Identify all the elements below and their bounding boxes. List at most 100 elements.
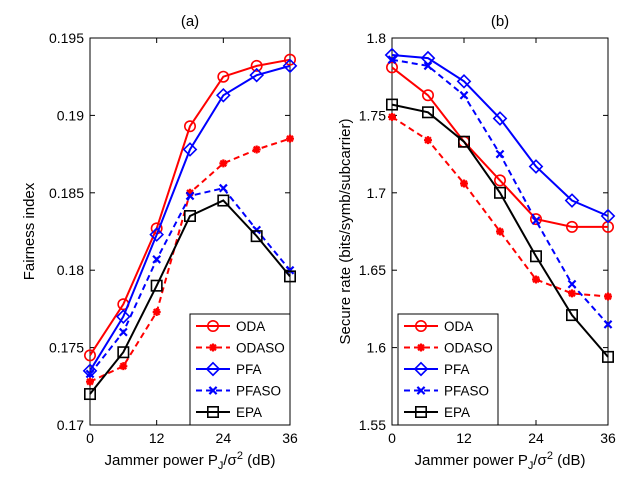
series-epa: [385, 98, 614, 363]
data-point-odaso: [424, 136, 432, 145]
x-tick-label: 24: [216, 430, 232, 446]
x-tick-label: 36: [282, 430, 298, 446]
legend-marker-epa: [414, 405, 427, 418]
series-line-epa: [391, 103, 609, 358]
data-point-oda: [84, 349, 97, 362]
legend-marker-oda: [414, 319, 427, 332]
legend-marker-pfa: [205, 361, 221, 377]
data-point-pfaso: [218, 183, 228, 193]
legend-marker-pfaso: [208, 386, 218, 395]
series-line-pfa: [89, 64, 291, 372]
data-point-oda: [217, 70, 230, 83]
data-point-epa: [84, 388, 97, 401]
chart-panel-b: 0 12 24 36 1.55 1.6 1.65 1.7 1.75 1.8 (b) Jammer po…: [337, 13, 616, 472]
data-point-odaso: [388, 112, 396, 121]
data-point-pfaso: [152, 254, 162, 264]
data-point-odaso: [186, 188, 194, 197]
x-tick-label: 36: [600, 430, 616, 446]
data-point-oda: [565, 220, 578, 233]
data-point-odaso: [152, 307, 161, 316]
data-point-pfa: [282, 58, 298, 74]
y-tick-label: 1.65: [359, 262, 386, 278]
data-point-epa: [250, 230, 263, 243]
series-line-oda: [89, 58, 291, 356]
y-axis-label: Secure rate (bits/symb/subcarrier): [337, 119, 354, 345]
data-point-epa: [385, 98, 398, 111]
data-point-pfa: [82, 363, 98, 379]
legend-label: PFASO: [444, 384, 489, 399]
y-tick-label: 0.18: [57, 262, 84, 278]
data-point-epa: [493, 186, 506, 199]
data-point-odaso: [252, 145, 261, 154]
y-tick-label: 0.185: [49, 185, 84, 201]
data-point-odaso: [86, 377, 94, 386]
legend-marker-pfa: [413, 361, 429, 377]
data-point-pfa: [600, 208, 616, 224]
data-point-oda: [184, 120, 197, 133]
x-axis-label: Jammer power PJ/σ2 (dB): [415, 450, 586, 472]
y-tick-label: 1.7: [367, 185, 387, 201]
data-point-pfa: [116, 309, 131, 324]
data-point-odaso: [568, 289, 576, 298]
x-tick-label: 24: [528, 430, 544, 446]
legend-marker-odaso: [209, 343, 217, 352]
series-pfa: [384, 47, 616, 224]
data-point-pfa: [149, 227, 164, 242]
data-point-oda: [250, 59, 263, 72]
data-point-pfaso: [567, 279, 577, 289]
chart-title: (b): [491, 13, 509, 30]
legend-label: ODASO: [236, 341, 285, 356]
legend-label: PFA: [444, 362, 470, 377]
x-tick-label: 12: [456, 430, 472, 446]
data-point-pfa: [456, 74, 472, 89]
y-tick-label: 0.175: [49, 340, 84, 356]
series-line-oda: [391, 66, 608, 228]
data-point-pfa: [492, 111, 508, 126]
data-point-epa: [529, 250, 542, 263]
legend-marker-odaso: [417, 343, 425, 352]
data-point-pfaso: [118, 327, 128, 337]
data-point-odaso: [532, 275, 540, 284]
chart-panel-a: 0 12 24 36 0.17 0.175 0.18 0.185 0.19 0.195 (a) Jam…: [21, 13, 298, 472]
y-tick-label: 0.17: [57, 417, 84, 433]
x-axis-label: Jammer power PJ/σ2 (dB): [105, 450, 276, 472]
legend-marker-oda: [207, 319, 220, 332]
y-tick-label: 1.55: [359, 417, 386, 433]
y-axis-label: Fairness index: [21, 182, 38, 280]
y-tick-label: 0.19: [57, 107, 84, 123]
data-point-pfa: [384, 47, 400, 63]
series-oda: [385, 61, 614, 233]
data-point-oda: [493, 174, 506, 187]
data-point-oda: [529, 213, 542, 226]
data-point-pfaso: [185, 191, 195, 201]
data-point-pfaso: [603, 320, 613, 329]
legend-label: EPA: [444, 405, 470, 420]
series-pfa: [82, 58, 298, 379]
data-point-odaso: [219, 159, 228, 168]
y-tick-label: 1.6: [367, 340, 387, 356]
data-point-oda: [283, 53, 296, 66]
legend-marker-pfaso: [416, 386, 426, 395]
series-line-odaso: [391, 116, 609, 298]
data-point-pfaso: [85, 369, 95, 379]
data-point-odaso: [604, 292, 612, 301]
series-line-pfa: [391, 54, 609, 217]
series-epa: [84, 194, 296, 401]
data-point-odaso: [496, 227, 504, 236]
data-point-epa: [601, 350, 614, 363]
data-point-epa: [184, 210, 197, 223]
legend-label: EPA: [236, 405, 262, 420]
data-point-pfa: [528, 159, 544, 174]
legend-label: ODASO: [444, 341, 493, 356]
data-point-pfaso: [387, 55, 397, 65]
legend: ODA ODASO PFA PFASO EPA: [189, 313, 291, 426]
series-line-epa: [89, 199, 291, 395]
y-tick-label: 1.8: [367, 30, 387, 46]
data-point-epa: [421, 106, 434, 119]
legend-label: ODA: [236, 319, 265, 334]
data-point-pfa: [564, 193, 580, 208]
data-point-epa: [117, 346, 130, 359]
series-pfaso: [387, 55, 613, 329]
legend-label: ODA: [444, 319, 473, 334]
